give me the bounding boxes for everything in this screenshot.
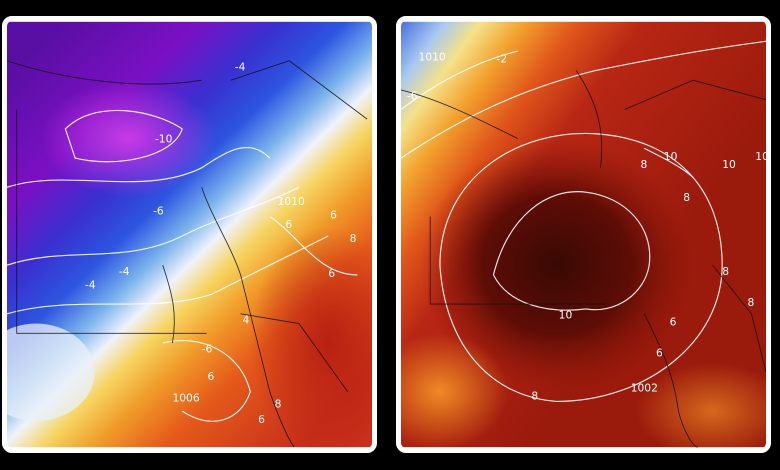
contour-label: 8 (748, 296, 755, 309)
contour-label: -10 (155, 133, 173, 146)
warm-region-shading (250, 226, 372, 448)
heat-core-shading (420, 138, 693, 392)
contour-label: 8 (683, 191, 690, 204)
contour-label: 10 (664, 150, 678, 163)
contour-label: 4 (243, 314, 250, 327)
contour-label: 10 (755, 150, 766, 163)
left-isotherms (7, 109, 358, 422)
contour-label: 8 (722, 265, 729, 278)
contour-label: 8 (531, 389, 538, 402)
contour-label: -6 (202, 343, 213, 356)
contour-label: 6 (208, 370, 215, 383)
contour-label: 10 (722, 158, 736, 171)
contour-label: 6 (330, 208, 337, 221)
contour-label: 6 (670, 316, 677, 329)
left-borders-isobars (7, 60, 368, 448)
pale-region-shading (7, 323, 95, 421)
contour-label: 1010 (419, 51, 446, 64)
contour-label: 10 (559, 309, 573, 322)
contour-label: 6 (258, 413, 265, 426)
contour-label: -4 (235, 60, 246, 73)
contour-label: -4 (119, 265, 130, 278)
cold-core-shading (41, 80, 217, 198)
contour-label: -4 (85, 279, 96, 292)
contour-label: 8 (350, 232, 357, 245)
contour-label: 1002 (631, 382, 658, 395)
warm-edge-shading (401, 333, 509, 448)
contour-label: -6 (407, 90, 418, 103)
contour-label: 1006 (172, 391, 199, 404)
contour-label: 8 (640, 158, 647, 171)
right-isotherms (401, 40, 766, 403)
left-map-panel: -10 -6 -4 -4 -4 1010 6 6 8 6 -6 1006 6 6… (2, 16, 377, 453)
right-borders-isobars (401, 70, 766, 448)
contour-label: -2 (496, 53, 507, 66)
contour-label: 6 (656, 347, 663, 360)
warm-edge-shading (634, 362, 766, 448)
contour-label: -6 (153, 205, 164, 218)
contour-label: 8 (275, 397, 282, 410)
right-map-panel: 1010 -2 -6 10 10 10 8 8 10 8 6 6 8 1002 … (396, 16, 771, 453)
contour-label: 6 (285, 218, 292, 231)
right-temperature-map: 1010 -2 -6 10 10 10 8 8 10 8 6 6 8 1002 … (401, 21, 766, 448)
contour-label: 1010 (278, 195, 305, 208)
left-temperature-map: -10 -6 -4 -4 -4 1010 6 6 8 6 -6 1006 6 6… (7, 21, 372, 448)
contour-label: 6 (328, 267, 335, 280)
